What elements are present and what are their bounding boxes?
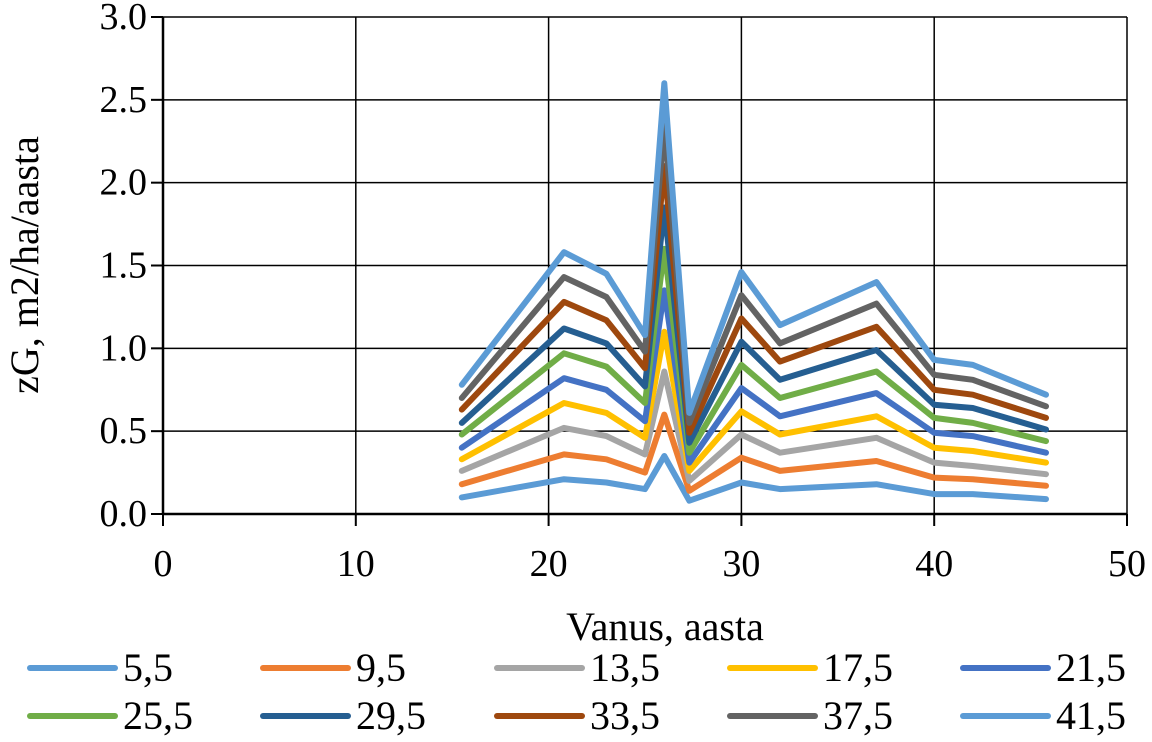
tick-labels: 0.0 0.5 1.0 1.5 2.0 2.5 3.0 0 10 20 30 40 50: [100, 0, 1147, 585]
y-axis-title: zG, m2/ha/aasta: [2, 136, 47, 394]
series-line-37-5: [458, 121, 1049, 426]
y-tick-label: 2.0: [100, 162, 148, 204]
legend-label: 9,5: [356, 645, 406, 690]
legend-item: 41,5: [960, 693, 1126, 738]
legend-label: 29,5: [356, 693, 426, 738]
series-line-25-5: [458, 245, 1049, 456]
legend-label: 33,5: [590, 693, 660, 738]
y-tick-label: 0.5: [100, 410, 148, 452]
series-line-41-5: [458, 80, 1049, 416]
x-axis-title: Vanus, aasta: [566, 604, 764, 649]
legend-item: 25,5: [27, 693, 193, 738]
legend-label: 41,5: [1056, 693, 1126, 738]
y-tick-label: 1.5: [100, 245, 148, 287]
y-tick-label: 3.0: [100, 0, 148, 38]
legend-item: 5,5: [27, 645, 173, 690]
legend-label: 13,5: [590, 645, 660, 690]
series-line-17-5: [458, 328, 1049, 474]
axes: [151, 16, 1128, 526]
legend-item: 29,5: [260, 693, 426, 738]
series-line-13-5: [458, 368, 1049, 484]
legend-label: 5,5: [123, 645, 173, 690]
legend-item: 9,5: [260, 645, 406, 690]
series-line-29-5: [458, 204, 1049, 446]
x-tick-label: 50: [1108, 543, 1146, 585]
y-tick-label: 2.5: [100, 79, 148, 121]
legend-item: 17,5: [727, 645, 893, 690]
legend-label: 25,5: [123, 693, 193, 738]
x-tick-label: 40: [915, 543, 953, 585]
legend-item: 13,5: [494, 645, 660, 690]
series-line-5-5: [458, 453, 1049, 504]
series-line-33-5: [458, 163, 1049, 436]
y-tick-label: 1.0: [100, 327, 148, 369]
legend-item: 37,5: [727, 693, 893, 738]
x-tick-label: 10: [337, 543, 375, 585]
x-tick-label: 20: [530, 543, 568, 585]
legend-label: 17,5: [823, 645, 893, 690]
legend-label: 21,5: [1056, 645, 1126, 690]
legend-item: 33,5: [494, 693, 660, 738]
y-tick-label: 0.0: [100, 493, 148, 535]
series-line-21-5: [458, 287, 1049, 466]
x-tick-label: 30: [722, 543, 760, 585]
legend: 5,5 9,5 13,5 17,5 21,5 25,5 29,5 33,5 37,5 41,5: [27, 645, 1126, 738]
legend-item: 21,5: [960, 645, 1126, 690]
x-tick-label: 0: [154, 543, 173, 585]
series-line-9-5: [458, 411, 1049, 494]
legend-label: 37,5: [823, 693, 893, 738]
series-lines: [458, 80, 1049, 504]
